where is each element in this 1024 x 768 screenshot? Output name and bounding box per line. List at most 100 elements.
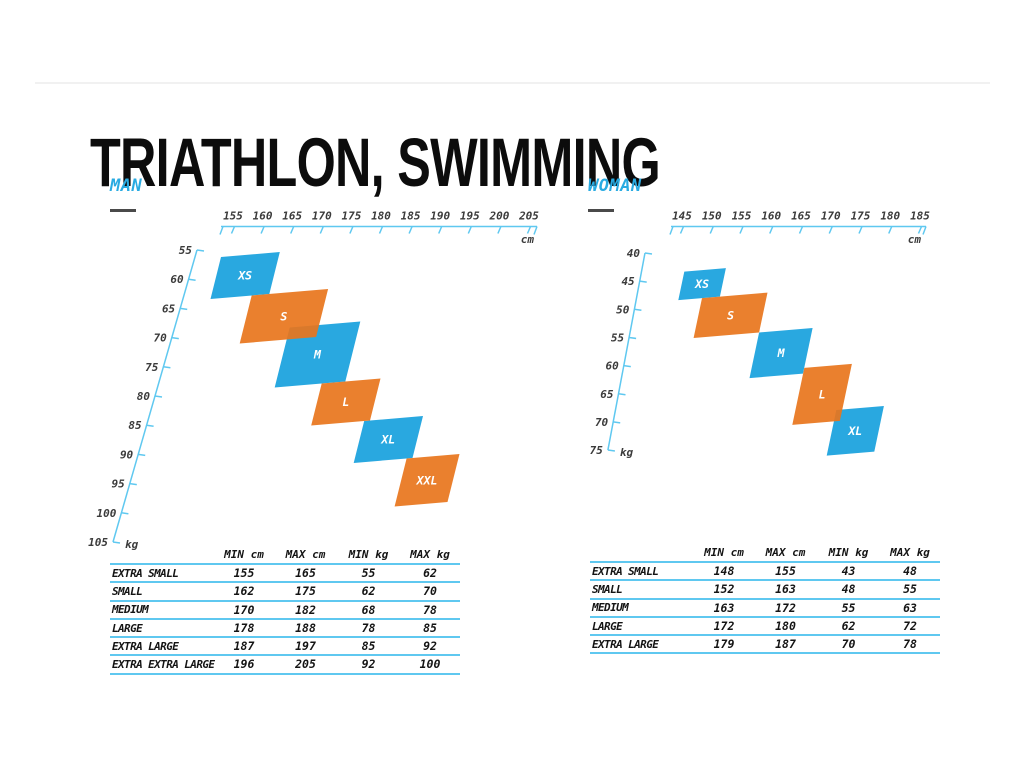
max-cm-value: 187: [775, 637, 796, 652]
max-kg-value: 78: [903, 637, 917, 652]
kg-tick-label: 50: [616, 303, 630, 316]
size-region-label: XXL: [416, 473, 438, 487]
size-name: EXTRA EXTRA LARGE: [112, 658, 215, 672]
min-cm-value: 148: [713, 564, 735, 578]
cm-tick-label: 155: [732, 210, 752, 223]
max-kg-value: 92: [423, 639, 437, 654]
kg-tick-label: 100: [97, 507, 117, 520]
size-region-label: XL: [847, 424, 862, 438]
max-kg-value: 78: [423, 602, 437, 617]
table-row: EXTRA EXTRA LARGE 196 205 92 100: [110, 656, 460, 675]
cm-tick: [349, 226, 354, 234]
size-region-s: S: [239, 289, 329, 344]
size-name: EXTRA LARGE: [592, 637, 659, 651]
cm-tick-label: 145: [672, 210, 692, 223]
cm-tick-label: 205: [518, 210, 539, 223]
kg-tick-label: 60: [606, 360, 620, 373]
size-region-xl: XL: [826, 406, 884, 456]
cm-tick: [798, 226, 804, 234]
table-row: EXTRA LARGE 187 197 85 92: [110, 638, 460, 657]
kg-axis: [607, 252, 653, 452]
table-row: LARGE 178 188 78 85: [110, 620, 460, 639]
table-column-header: MAX cm: [285, 548, 326, 562]
kg-tick: [163, 366, 171, 369]
cm-unit-label: cm: [521, 233, 535, 246]
max-cm-value: 163: [775, 582, 796, 597]
min-cm-value: 179: [713, 637, 735, 652]
kg-tick: [154, 395, 163, 398]
min-cm-value: 187: [233, 639, 255, 654]
size-region-label: XS: [694, 277, 709, 291]
max-kg-value: 63: [903, 600, 917, 615]
cm-tick-label: 170: [312, 210, 332, 223]
size-region-label: S: [727, 308, 734, 322]
size-name: EXTRA SMALL: [592, 564, 659, 578]
size-name: EXTRA LARGE: [112, 639, 179, 653]
size-region-label: M: [777, 346, 786, 360]
max-kg-value: 72: [903, 618, 917, 633]
size-region-xxl: XXL: [394, 454, 460, 507]
cm-tick-label: 160: [761, 210, 781, 223]
table-header-row: MIN cm MAX cm MIN kg MAX kg: [590, 543, 940, 563]
kg-tick-label: 55: [611, 331, 625, 344]
cm-tick: [319, 226, 324, 234]
cm-tick: [260, 226, 265, 234]
size-region-xl: XL: [353, 416, 423, 463]
kg-tick-label: 70: [154, 332, 168, 345]
max-cm-value: 172: [775, 600, 796, 615]
top-divider-line: [35, 82, 990, 84]
kg-tick: [613, 421, 621, 424]
size-name: MEDIUM: [592, 601, 629, 615]
min-kg-value: 70: [841, 637, 856, 652]
min-kg-value: 62: [841, 618, 856, 633]
kg-tick: [121, 512, 129, 515]
cm-unit-label: cm: [908, 233, 922, 246]
min-cm-value: 152: [713, 582, 735, 597]
kg-tick-label: 75: [145, 361, 159, 374]
cm-tick: [828, 226, 833, 234]
kg-tick-label: 105: [88, 536, 108, 549]
kg-tick: [171, 336, 179, 340]
cm-tick: [709, 226, 714, 234]
table-column-header: MIN cm: [704, 546, 744, 560]
size-region-xs: XS: [210, 252, 280, 299]
min-kg-value: 78: [361, 620, 376, 635]
max-cm-value: 205: [295, 657, 316, 672]
size-region-label: L: [342, 395, 349, 409]
min-kg-value: 43: [841, 564, 856, 578]
table-row: LARGE 172 180 62 72: [590, 618, 940, 637]
cm-tick-label: 175: [851, 210, 871, 223]
table-row: EXTRA SMALL 148 155 43 48: [590, 563, 940, 582]
max-cm-value: 180: [775, 618, 796, 633]
table-row: MEDIUM 170 182 68 78: [110, 602, 460, 620]
min-kg-value: 55: [841, 600, 856, 615]
min-kg-value: 68: [361, 602, 376, 617]
page-title: TRIATHLON, SWIMMING: [90, 124, 661, 202]
man-chart-heading: MAN: [110, 176, 143, 196]
cm-tick-label: 155: [223, 210, 243, 223]
size-region-l: L: [311, 378, 381, 426]
size-chart-woman: 145 150 155 160 165 170 175 180 185 cm 40 45 50 55 60 6…: [590, 210, 931, 460]
cm-tick: [739, 226, 744, 234]
min-cm-value: 162: [233, 584, 255, 599]
kg-tick: [618, 393, 626, 396]
table-column-header: MAX kg: [410, 548, 450, 562]
min-kg-value: 85: [361, 639, 376, 654]
table-row: SMALL 162 175 62 70: [110, 583, 460, 602]
cm-tick-label: 200: [488, 210, 509, 223]
table-column-header: MAX cm: [765, 546, 806, 560]
cm-tick: [526, 226, 532, 234]
cm-tick: [438, 226, 443, 234]
kg-tick: [607, 449, 616, 452]
kg-axis: [112, 249, 205, 544]
size-region-label: S: [280, 309, 287, 323]
cm-tick-label: 195: [460, 210, 480, 223]
table-column-header: MIN kg: [348, 548, 389, 562]
kg-tick: [129, 482, 137, 486]
size-region-label: XL: [380, 433, 395, 447]
kg-tick: [628, 336, 637, 340]
size-region-l: L: [792, 363, 852, 425]
min-kg-value: 62: [361, 584, 376, 599]
min-cm-value: 170: [233, 602, 255, 617]
